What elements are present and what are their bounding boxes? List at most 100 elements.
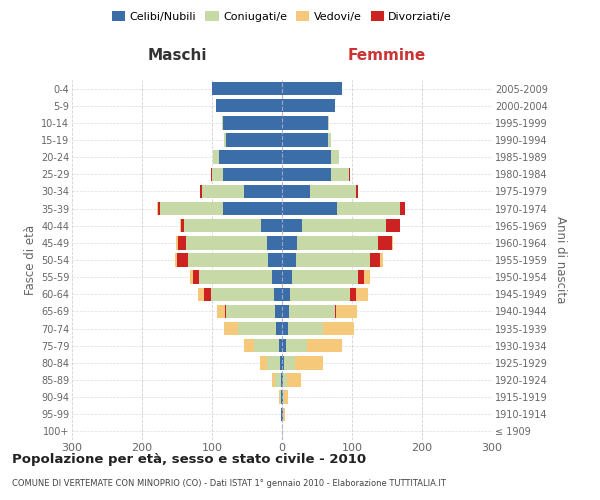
Bar [282, 339, 286, 352]
Bar [328, 134, 331, 146]
Bar [187, 254, 268, 266]
Bar [282, 254, 296, 266]
Legend: Celibi/Nubili, Coniugati/e, Vedovi/e, Divorziati/e: Celibi/Nubili, Coniugati/e, Vedovi/e, Di… [109, 8, 455, 25]
Bar [217, 304, 226, 318]
Bar [267, 356, 280, 370]
Y-axis label: Anni di nascita: Anni di nascita [554, 216, 567, 304]
Bar [331, 168, 349, 181]
Text: Popolazione per età, sesso e stato civile - 2010: Popolazione per età, sesso e stato civil… [12, 452, 366, 466]
Bar [282, 322, 287, 336]
Bar [392, 236, 394, 250]
Bar [175, 254, 177, 266]
Bar [275, 374, 281, 386]
Bar [335, 304, 336, 318]
Bar [289, 304, 335, 318]
Bar [198, 288, 203, 301]
Bar [214, 150, 219, 164]
Bar [296, 254, 370, 266]
Bar [400, 202, 405, 215]
Bar [358, 270, 364, 284]
Bar [284, 390, 287, 404]
Bar [281, 408, 282, 421]
Bar [280, 390, 281, 404]
Bar [223, 202, 282, 215]
Bar [331, 150, 340, 164]
Bar [280, 356, 282, 370]
Bar [238, 322, 277, 336]
Bar [282, 356, 284, 370]
Bar [180, 219, 181, 232]
Bar [278, 339, 282, 352]
Bar [281, 390, 282, 404]
Bar [177, 254, 187, 266]
Bar [283, 374, 287, 386]
Bar [261, 219, 282, 232]
Bar [282, 236, 298, 250]
Bar [282, 408, 283, 421]
Bar [226, 304, 275, 318]
Bar [203, 288, 211, 301]
Bar [336, 304, 357, 318]
Bar [284, 356, 295, 370]
Bar [292, 270, 358, 284]
Bar [226, 134, 282, 146]
Bar [307, 339, 341, 352]
Bar [260, 356, 268, 370]
Bar [193, 270, 199, 284]
Bar [283, 390, 284, 404]
Bar [219, 150, 282, 164]
Bar [157, 202, 158, 215]
Bar [287, 374, 301, 386]
Bar [295, 356, 323, 370]
Bar [355, 288, 368, 301]
Bar [202, 184, 244, 198]
Bar [378, 236, 392, 250]
Bar [274, 288, 282, 301]
Bar [222, 116, 223, 130]
Bar [190, 270, 193, 284]
Bar [244, 339, 254, 352]
Bar [287, 322, 323, 336]
Text: Femmine: Femmine [348, 48, 426, 62]
Bar [277, 322, 282, 336]
Bar [282, 134, 328, 146]
Bar [283, 408, 285, 421]
Bar [281, 374, 282, 386]
Bar [282, 116, 328, 130]
Bar [380, 254, 383, 266]
Bar [310, 184, 355, 198]
Bar [160, 202, 223, 215]
Bar [200, 184, 202, 198]
Bar [282, 304, 289, 318]
Bar [282, 202, 337, 215]
Bar [199, 270, 272, 284]
Bar [176, 236, 178, 250]
Bar [223, 116, 282, 130]
Bar [302, 219, 386, 232]
Bar [282, 82, 341, 96]
Bar [275, 304, 282, 318]
Text: Maschi: Maschi [147, 48, 207, 62]
Bar [386, 219, 400, 232]
Bar [266, 236, 282, 250]
Bar [282, 99, 335, 112]
Bar [223, 168, 282, 181]
Bar [370, 254, 380, 266]
Bar [328, 116, 329, 130]
Bar [282, 374, 283, 386]
Bar [224, 322, 238, 336]
Bar [272, 270, 282, 284]
Bar [282, 150, 331, 164]
Bar [298, 236, 378, 250]
Bar [364, 270, 370, 284]
Bar [212, 82, 282, 96]
Bar [349, 168, 350, 181]
Bar [211, 288, 274, 301]
Bar [355, 184, 358, 198]
Bar [286, 339, 307, 352]
Bar [212, 168, 223, 181]
Y-axis label: Fasce di età: Fasce di età [23, 225, 37, 295]
Bar [184, 219, 261, 232]
Bar [186, 236, 266, 250]
Bar [279, 390, 280, 404]
